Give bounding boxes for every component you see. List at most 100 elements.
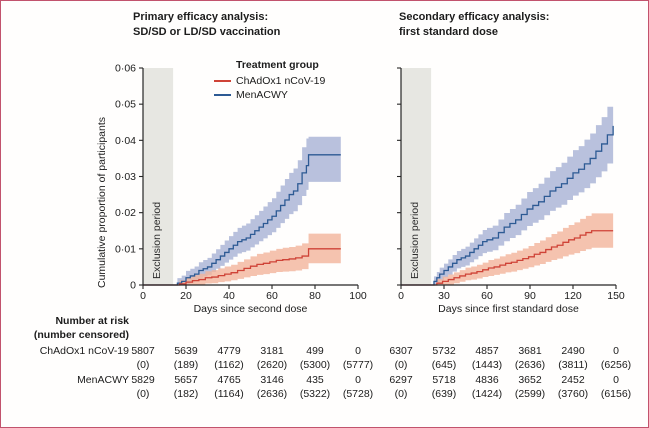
risk-censored-cell: (182) bbox=[173, 388, 199, 400]
y-tick-label: 0·02 bbox=[115, 207, 136, 219]
risk-count-cell: 3681 bbox=[518, 345, 542, 357]
risk-censored-cell: (5322) bbox=[299, 388, 331, 400]
y-tick-label: 0·03 bbox=[115, 171, 136, 183]
risk-count-cell: 499 bbox=[306, 345, 324, 357]
risk-censored-cell: (3760) bbox=[557, 388, 589, 400]
risk-count-cell: 4765 bbox=[217, 374, 241, 386]
x-tick-label: 0 bbox=[398, 290, 404, 302]
legend-label-menacwy: MenACWY bbox=[236, 89, 288, 101]
risk-count-cell: 435 bbox=[306, 374, 324, 386]
legend-title: Treatment group bbox=[236, 59, 319, 71]
x-axis-label-left: Days since second dose bbox=[193, 303, 308, 315]
panel-title-primary-line1: Primary efficacy analysis: bbox=[133, 11, 269, 23]
risk-censored-cell: (189) bbox=[173, 359, 199, 371]
risk-count-cell: 6307 bbox=[389, 345, 413, 357]
x-tick-label: 30 bbox=[438, 290, 450, 302]
risk-censored-cell: (1424) bbox=[471, 388, 503, 400]
risk-censored-cell: (1164) bbox=[214, 388, 244, 400]
risk-count-cell: 6297 bbox=[389, 374, 413, 386]
risk-censored-cell: (2636) bbox=[514, 359, 546, 371]
x-tick-label: 120 bbox=[564, 290, 582, 302]
x-axis-label-right: Days since first standard dose bbox=[438, 303, 579, 315]
risk-censored-cell: (0) bbox=[394, 388, 408, 400]
risk-censored-cell: (6156) bbox=[600, 388, 632, 400]
x-tick-label: 100 bbox=[349, 290, 367, 302]
risk-censored-cell: (5300) bbox=[299, 359, 331, 371]
risk-censored-cell: (2636) bbox=[256, 388, 288, 400]
risk-count-cell: 5829 bbox=[131, 374, 155, 386]
risk-censored-cell: (5728) bbox=[342, 388, 374, 400]
risk-row-label-menacwy: MenACWY bbox=[77, 374, 129, 386]
panel-title-secondary: Secondary efficacy analysis: first stand… bbox=[399, 10, 549, 40]
risk-count-cell: 0 bbox=[613, 345, 619, 357]
risk-count-cell: 4836 bbox=[475, 374, 499, 386]
confidence-band-menacwy bbox=[401, 96, 614, 286]
risk-count-cell: 3652 bbox=[518, 374, 542, 386]
exclusion-period-label-right: Exclusion period bbox=[409, 201, 421, 279]
risk-count-cell: 4857 bbox=[475, 345, 499, 357]
risk-count-cell: 5732 bbox=[432, 345, 456, 357]
x-tick-label: 150 bbox=[607, 290, 625, 302]
exclusion-period-label-left: Exclusion period bbox=[151, 201, 163, 279]
risk-censored-cell: (5777) bbox=[342, 359, 374, 371]
risk-censored-cell: (645) bbox=[431, 359, 457, 371]
km-curve-menacwy bbox=[401, 125, 614, 286]
x-tick-label: 80 bbox=[309, 290, 321, 302]
risk-table-header-number-at-risk: Number at risk bbox=[55, 315, 129, 327]
y-tick-label: 0·05 bbox=[115, 99, 136, 111]
exclusion-period-band bbox=[143, 68, 174, 285]
x-tick-label: 60 bbox=[266, 290, 278, 302]
risk-table-header-number-censored: (number censored) bbox=[33, 329, 129, 341]
x-tick-label: 20 bbox=[180, 290, 192, 302]
risk-censored-cell: (639) bbox=[431, 388, 457, 400]
risk-censored-cell: (2599) bbox=[514, 388, 546, 400]
risk-count-cell: 0 bbox=[355, 374, 361, 386]
risk-censored-cell: (2620) bbox=[256, 359, 288, 371]
legend-label-chadox1: ChAdOx1 nCoV-19 bbox=[236, 75, 326, 87]
risk-count-cell: 5657 bbox=[174, 374, 198, 386]
legend-entry-chadox1: ChAdOx1 nCoV-19 bbox=[214, 74, 325, 88]
km-curve-menacwy bbox=[143, 154, 341, 286]
confidence-band-menacwy bbox=[143, 124, 341, 285]
legend-entry-menacwy: MenACWY bbox=[214, 88, 325, 102]
legend: Treatment group ChAdOx1 nCoV-19 MenACWY bbox=[214, 59, 325, 102]
y-tick-label: 0 bbox=[130, 280, 136, 292]
x-tick-label: 60 bbox=[481, 290, 493, 302]
risk-censored-cell: (3811) bbox=[558, 359, 588, 371]
risk-count-cell: 0 bbox=[613, 374, 619, 386]
risk-count-cell: 0 bbox=[355, 345, 361, 357]
risk-row-label-chadox1: ChAdOx1 nCoV-19 bbox=[39, 345, 129, 357]
risk-count-cell: 4779 bbox=[217, 345, 241, 357]
chadox1-line-swatch-icon bbox=[214, 80, 231, 82]
x-tick-label: 90 bbox=[524, 290, 536, 302]
risk-count-cell: 5718 bbox=[432, 374, 456, 386]
x-tick-label: 0 bbox=[140, 290, 146, 302]
risk-censored-cell: (0) bbox=[136, 388, 150, 400]
y-tick-label: 0·06 bbox=[115, 63, 136, 75]
confidence-band-chadox1-ncov-19 bbox=[401, 213, 614, 285]
exclusion-period-band bbox=[401, 68, 432, 285]
panel-title-secondary-line1: Secondary efficacy analysis: bbox=[399, 11, 550, 23]
panel-title-primary-line2: SD/SD or LD/SD vaccination bbox=[133, 26, 281, 38]
x-tick-label: 40 bbox=[223, 290, 235, 302]
risk-censored-cell: (1443) bbox=[471, 359, 503, 371]
y-tick-label: 0·04 bbox=[115, 135, 136, 147]
km-curve-chadox1-ncov-19 bbox=[401, 230, 614, 286]
risk-count-cell: 5639 bbox=[174, 345, 198, 357]
risk-count-cell: 2490 bbox=[561, 345, 585, 357]
y-tick-label: 0·01 bbox=[115, 243, 136, 255]
y-axis-label: Cumulative proportion of participants bbox=[96, 116, 108, 288]
panel-title-primary: Primary efficacy analysis: SD/SD or LD/S… bbox=[133, 10, 280, 40]
risk-censored-cell: (6256) bbox=[600, 359, 632, 371]
panel-title-secondary-line2: first standard dose bbox=[399, 26, 499, 38]
risk-censored-cell: (0) bbox=[136, 359, 150, 371]
risk-count-cell: 3181 bbox=[260, 345, 284, 357]
risk-count-cell: 2452 bbox=[561, 374, 585, 386]
risk-count-cell: 3146 bbox=[260, 374, 284, 386]
risk-censored-cell: (1162) bbox=[214, 359, 244, 371]
menacwy-line-swatch-icon bbox=[214, 94, 231, 96]
risk-censored-cell: (0) bbox=[394, 359, 408, 371]
risk-count-cell: 5807 bbox=[131, 345, 155, 357]
